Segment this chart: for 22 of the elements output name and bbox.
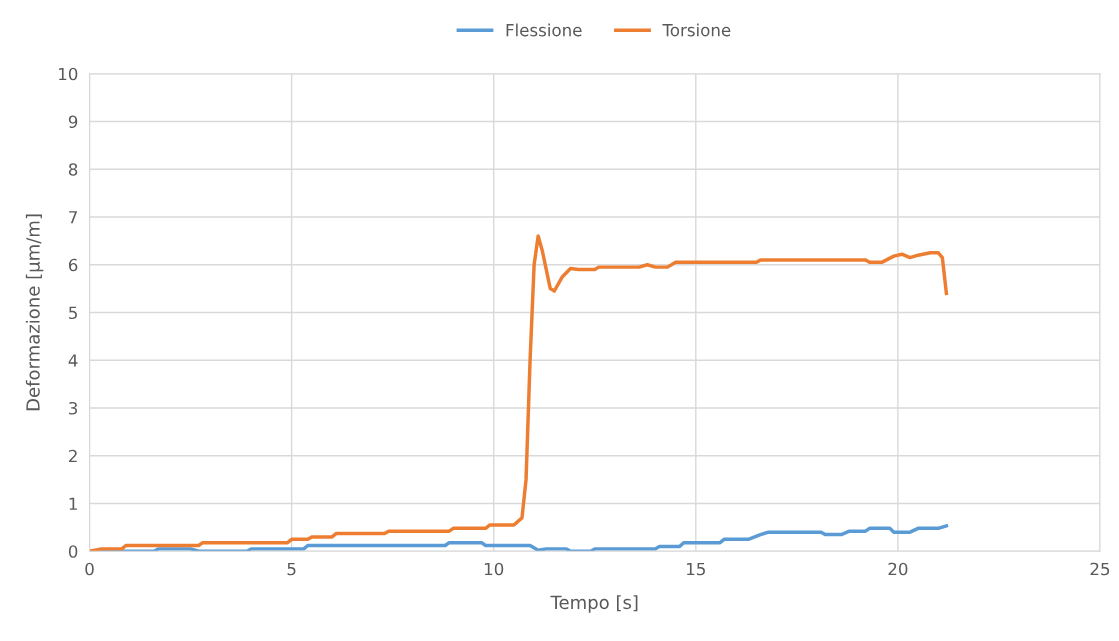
x-tick-label: 0 <box>85 562 94 576</box>
y-tick-label: 3 <box>69 401 78 415</box>
y-tick-label: 6 <box>68 258 78 272</box>
y-tick-label: 8 <box>68 163 78 176</box>
x-axis-title: Tempo [s] <box>550 595 638 613</box>
x-tick-label: 5 <box>287 562 296 576</box>
y-tick-label: 5 <box>69 306 77 320</box>
legend-label: Flessione <box>506 23 582 37</box>
y-tick-label: 9 <box>68 115 78 129</box>
x-tick-label: 25 <box>1090 562 1110 576</box>
legend-label: Torsione <box>662 23 731 37</box>
line-series <box>89 234 949 552</box>
y-tick-label: 10 <box>59 67 78 81</box>
x-tick-label: 10 <box>484 562 504 576</box>
y-tick-label: 1 <box>69 497 77 510</box>
y-tick-label: 4 <box>68 354 78 367</box>
y-tick-label: 7 <box>69 211 77 224</box>
y-tick-label: 2 <box>69 449 77 463</box>
y-axis-title: Deformazione [µm/m] <box>25 214 44 411</box>
y-tick-label: 0 <box>68 545 78 558</box>
x-tick-label: 20 <box>888 562 908 576</box>
x-tick-label: 15 <box>687 562 705 576</box>
